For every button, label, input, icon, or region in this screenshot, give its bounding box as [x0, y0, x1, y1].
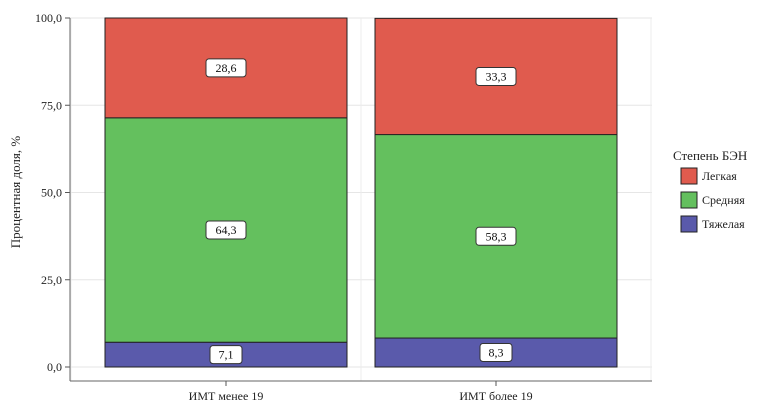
legend-label: Тяжелая — [702, 217, 745, 231]
data-label: 7,1 — [219, 348, 234, 362]
legend-label: Средняя — [702, 193, 745, 207]
data-label-box — [475, 66, 517, 86]
legend-label: Легкая — [702, 169, 737, 183]
data-labels: 7,1 64,3 28,6 8,3 58,3 33,3 — [205, 58, 517, 365]
legend-swatch — [680, 167, 698, 185]
data-label: 28,6 — [216, 61, 237, 75]
legend-title: Степень БЭН — [673, 148, 747, 163]
x-tick-label: ИМТ менее 19 — [189, 389, 264, 403]
y-axis-title: Процентная доля, % — [8, 136, 23, 249]
data-label: 33,3 — [486, 69, 507, 83]
data-label-box — [479, 343, 513, 363]
y-tick-label: 75,0 — [41, 98, 62, 112]
legend: Степень БЭН Легкая Средняя Тяжелая — [673, 148, 747, 233]
y-tick-label: 25,0 — [41, 273, 62, 287]
x-axis: ИМТ менее 19 ИМТ более 19 — [70, 380, 652, 403]
x-tick-label: ИМТ более 19 — [459, 389, 532, 403]
legend-swatch — [680, 191, 698, 209]
data-label: 64,3 — [216, 223, 237, 237]
data-label-box — [205, 220, 247, 240]
y-tick-label: 100,0 — [35, 11, 62, 25]
data-label: 8,3 — [489, 346, 504, 360]
y-tick-label: 50,0 — [41, 186, 62, 200]
data-label-box — [209, 345, 243, 365]
legend-swatch — [680, 215, 698, 233]
y-tick-label: 0,0 — [47, 360, 62, 374]
data-label-box — [475, 226, 517, 246]
y-axis: 0,0 25,0 50,0 75,0 100,0 — [35, 11, 71, 381]
data-label-box — [205, 58, 247, 78]
data-label: 58,3 — [486, 229, 507, 243]
